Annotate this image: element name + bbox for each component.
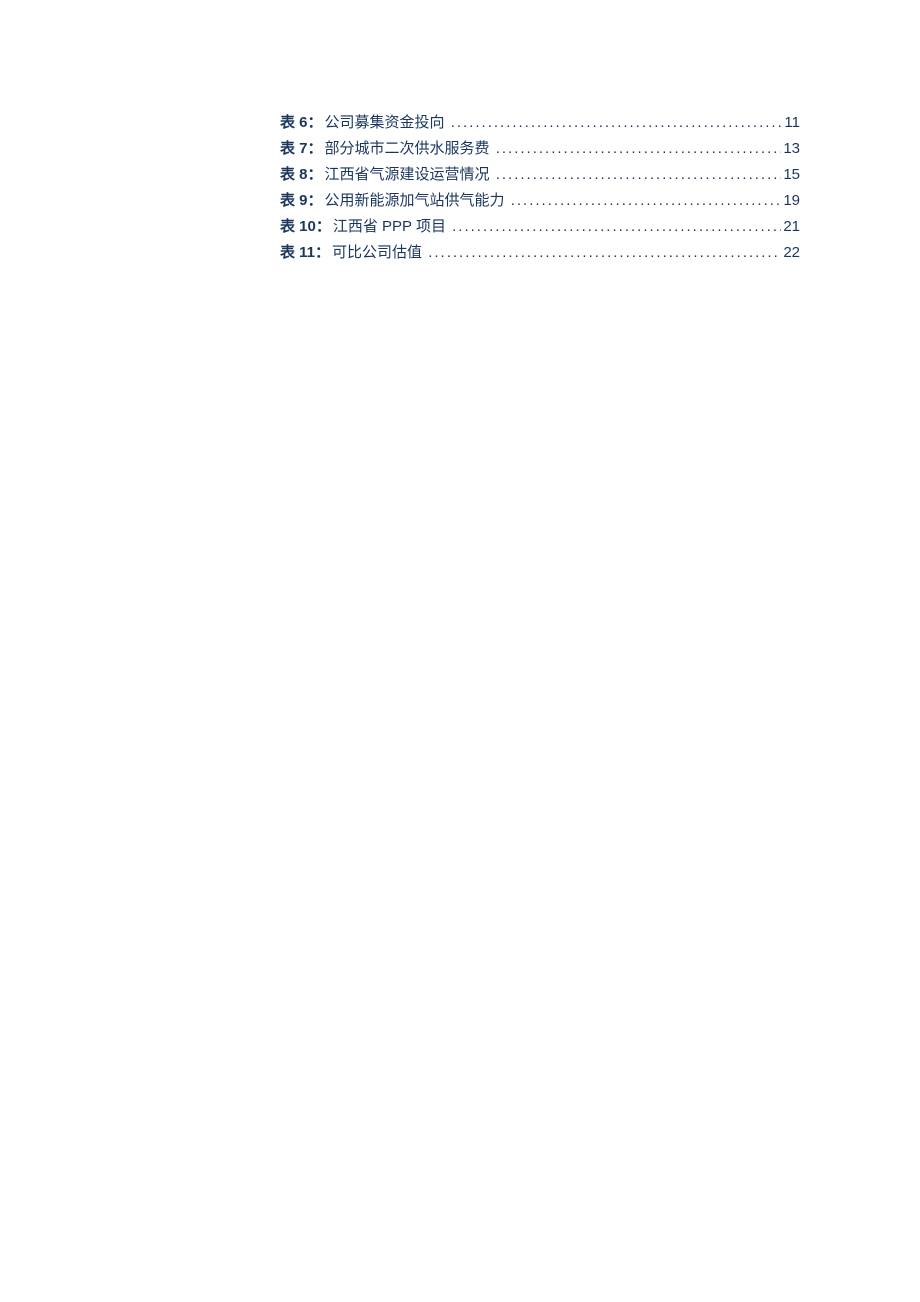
toc-entry-page: 13 [781,136,800,162]
toc-dot-leader [451,110,783,136]
toc-entry-label: 表 8： [280,162,323,188]
toc-dot-leader [428,240,781,266]
toc-entry-page: 21 [781,214,800,240]
toc-entry-page: 22 [781,240,800,266]
toc-entry-title: 公司募集资金投向 [325,110,445,136]
toc-entry-title: 可比公司估值 [332,240,422,266]
toc-entry-label: 表 7： [280,136,323,162]
toc-dot-leader [511,188,782,214]
toc-entry-title: 公用新能源加气站供气能力 [325,188,505,214]
document-page: 表 6： 公司募集资金投向 11 表 7： 部分城市二次供水服务费 13 表 8… [0,0,920,1302]
toc-entry: 表 7： 部分城市二次供水服务费 13 [280,136,800,162]
toc-entry: 表 6： 公司募集资金投向 11 [280,110,800,136]
toc-dot-leader [452,214,781,240]
toc-dot-leader [496,136,782,162]
toc-entry-label: 表 9： [280,188,323,214]
toc-entry-title: 江西省 PPP 项目 [333,214,446,240]
toc-entry: 表 8： 江西省气源建设运营情况 15 [280,162,800,188]
toc-entry-title: 江西省气源建设运营情况 [325,162,490,188]
table-of-contents: 表 6： 公司募集资金投向 11 表 7： 部分城市二次供水服务费 13 表 8… [280,110,800,266]
toc-entry: 表 11： 可比公司估值 22 [280,240,800,266]
toc-entry-label: 表 11： [280,240,330,266]
toc-entry-label: 表 6： [280,110,323,136]
toc-entry-page: 19 [781,188,800,214]
toc-entry-label: 表 10： [280,214,331,240]
toc-entry: 表 9： 公用新能源加气站供气能力 19 [280,188,800,214]
toc-dot-leader [496,162,782,188]
toc-entry-page: 15 [781,162,800,188]
toc-entry: 表 10： 江西省 PPP 项目 21 [280,214,800,240]
toc-entry-title: 部分城市二次供水服务费 [325,136,490,162]
toc-entry-page: 11 [782,110,800,136]
